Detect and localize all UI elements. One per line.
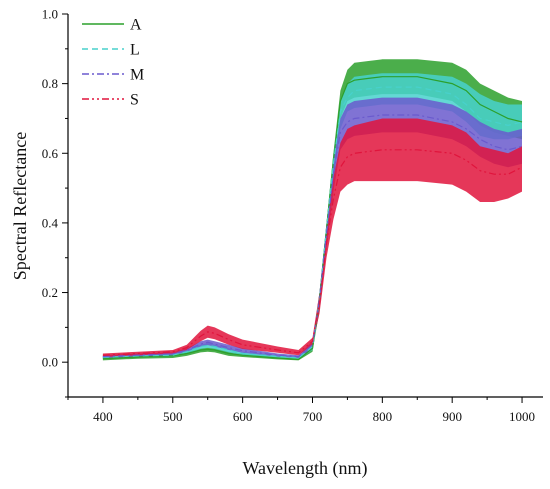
y-tick-label: 0.2 (42, 285, 58, 300)
legend-label: A (130, 17, 142, 34)
x-tick-label: 900 (442, 409, 462, 424)
band-series-m (102, 97, 523, 358)
y-tick-label: 0.4 (42, 215, 59, 230)
y-axis-title: Spectral Reflectance (10, 132, 30, 280)
x-tick-label: 1000 (509, 409, 535, 424)
legend-label: S (130, 92, 139, 109)
legend-item-m: M (82, 67, 144, 84)
band-series-s (102, 118, 523, 357)
x-tick-label: 600 (233, 409, 253, 424)
x-tick-label: 400 (93, 409, 113, 424)
band-series-a (102, 59, 523, 361)
confidence-bands (102, 59, 523, 361)
x-tick-label: 800 (373, 409, 393, 424)
band-series-l (102, 73, 523, 359)
x-tick-label: 500 (163, 409, 183, 424)
legend-item-a: A (82, 17, 142, 34)
y-tick-label: 0.8 (42, 76, 58, 91)
mean-lines (102, 76, 523, 361)
x-tick-label: 700 (303, 409, 323, 424)
y-ticks: 0.0 0.2 0.4 0.6 0.8 1.0 (42, 7, 68, 398)
line-series-s (102, 149, 523, 356)
legend-item-l: L (82, 42, 140, 59)
x-axis-title: Wavelength (nm) (242, 458, 367, 479)
legend-label: M (130, 67, 144, 84)
x-ticks: 400 500 600 700 800 900 1000 (67, 397, 535, 424)
y-tick-label: 0.0 (42, 355, 58, 370)
legend-item-s: S (82, 92, 139, 109)
y-tick-label: 1.0 (42, 7, 58, 22)
legend-label: L (130, 42, 140, 59)
line-series-m (102, 114, 523, 358)
axes (67, 14, 543, 398)
y-tick-label: 0.6 (42, 146, 59, 161)
